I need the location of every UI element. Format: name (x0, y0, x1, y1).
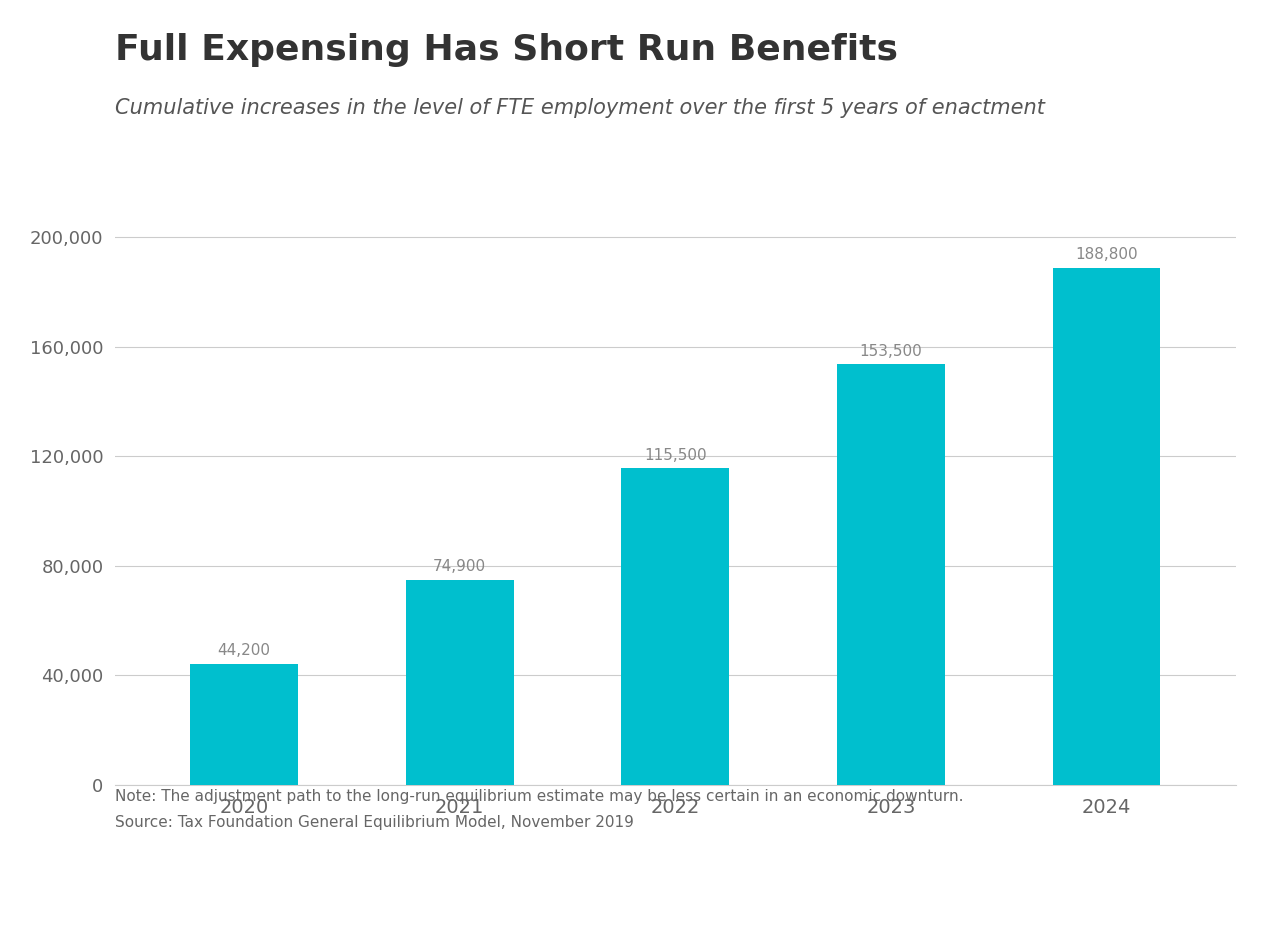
Text: 74,900: 74,900 (433, 559, 487, 574)
Text: Note: The adjustment path to the long-run equilibrium estimate may be less certa: Note: The adjustment path to the long-ru… (115, 789, 963, 804)
Text: Source: Tax Foundation General Equilibrium Model, November 2019: Source: Tax Foundation General Equilibri… (115, 815, 633, 830)
Bar (622, 469, 729, 785)
Text: 188,800: 188,800 (1075, 248, 1138, 262)
Bar (1052, 268, 1161, 785)
Text: Full Expensing Has Short Run Benefits: Full Expensing Has Short Run Benefits (115, 33, 898, 66)
Text: @TaxFoundation: @TaxFoundation (1091, 892, 1251, 911)
Bar (837, 364, 945, 785)
Bar (190, 663, 298, 785)
Text: TAX FOUNDATION: TAX FOUNDATION (23, 892, 217, 911)
Text: Cumulative increases in the level of FTE employment over the first 5 years of en: Cumulative increases in the level of FTE… (115, 98, 1045, 118)
Text: 44,200: 44,200 (218, 644, 270, 658)
Text: 153,500: 153,500 (860, 344, 922, 359)
Bar (405, 580, 513, 785)
Text: 115,500: 115,500 (643, 448, 707, 463)
